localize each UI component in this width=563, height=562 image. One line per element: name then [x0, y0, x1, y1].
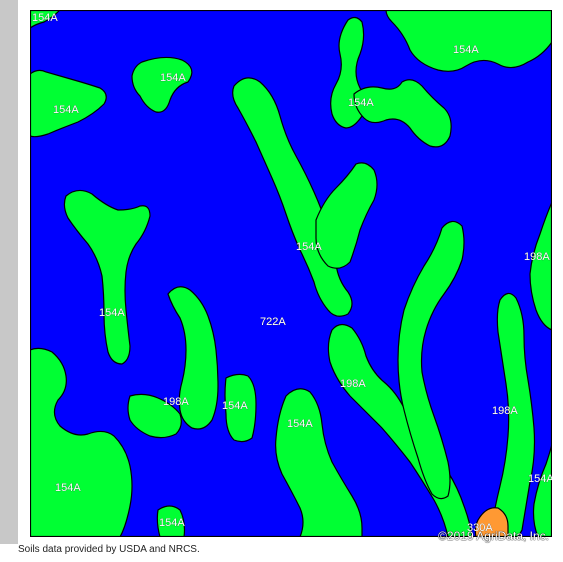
label-198a-right-low: 198A	[492, 405, 518, 417]
soil-polygon-upper-right-branch[interactable]	[353, 79, 452, 148]
soil-polygon-center-right-branch[interactable]	[315, 162, 378, 269]
soil-polygon-198a-right[interactable]	[489, 292, 536, 537]
label-154a-lower-center: 154A	[287, 418, 313, 430]
soil-polygon-right-vertical[interactable]	[397, 220, 465, 500]
soil-polygon-lower-center[interactable]	[275, 388, 363, 537]
soil-polygon-left-middle[interactable]	[63, 189, 151, 365]
left-side-bar	[0, 0, 18, 544]
soil-polygon-top-left-corner[interactable]	[30, 10, 61, 29]
soil-polygon-small-154a[interactable]	[224, 373, 257, 443]
soil-map-canvas[interactable]: 154A 154A 154A 154A 154A 154A 154A 722A …	[30, 10, 552, 537]
label-198a-center: 198A	[340, 378, 366, 390]
label-722a-center: 722A	[260, 316, 286, 328]
label-154a-bottom-left: 154A	[55, 482, 81, 494]
label-154a-right-low: 154A	[528, 473, 552, 485]
label-154a-center: 154A	[296, 241, 322, 253]
soil-polygon-left-top[interactable]	[30, 69, 107, 138]
soil-polygon-330a[interactable]	[474, 507, 509, 537]
soil-polygon-198a-center[interactable]	[167, 286, 219, 430]
soil-polygon-top-center[interactable]	[131, 56, 193, 113]
soil-map[interactable]: 154A 154A 154A 154A 154A 154A 154A 722A …	[30, 10, 552, 537]
soil-polygon-bottom-left[interactable]	[30, 347, 133, 537]
label-154a-top-center: 154A	[160, 72, 186, 84]
label-154a-center-right: 154A	[348, 97, 374, 109]
label-330a: 330A	[467, 522, 493, 534]
label-198a-left: 198A	[163, 396, 189, 408]
copyright-text: ©2019 AgriData, Inc.	[438, 529, 549, 543]
label-154a-left-mid: 154A	[99, 307, 125, 319]
soil-polygon-bottom-small[interactable]	[156, 505, 186, 537]
label-198a-right-top: 198A	[524, 251, 550, 263]
soil-polygon-right-edge-upper[interactable]	[529, 201, 552, 331]
label-154a-small: 154A	[222, 400, 248, 412]
label-154a-top-right: 154A	[453, 44, 479, 56]
soil-polygon-top-right[interactable]	[385, 10, 552, 72]
soil-polygon-right-edge-lower[interactable]	[532, 443, 553, 537]
map-border	[30, 10, 552, 537]
source-note: Soils data provided by USDA and NRCS.	[18, 544, 200, 555]
label-154a-bottom: 154A	[159, 517, 185, 529]
label-154a-corner: 154A	[32, 12, 58, 24]
soil-polygon-198a-left[interactable]	[127, 393, 182, 439]
label-154a-left: 154A	[53, 104, 79, 116]
